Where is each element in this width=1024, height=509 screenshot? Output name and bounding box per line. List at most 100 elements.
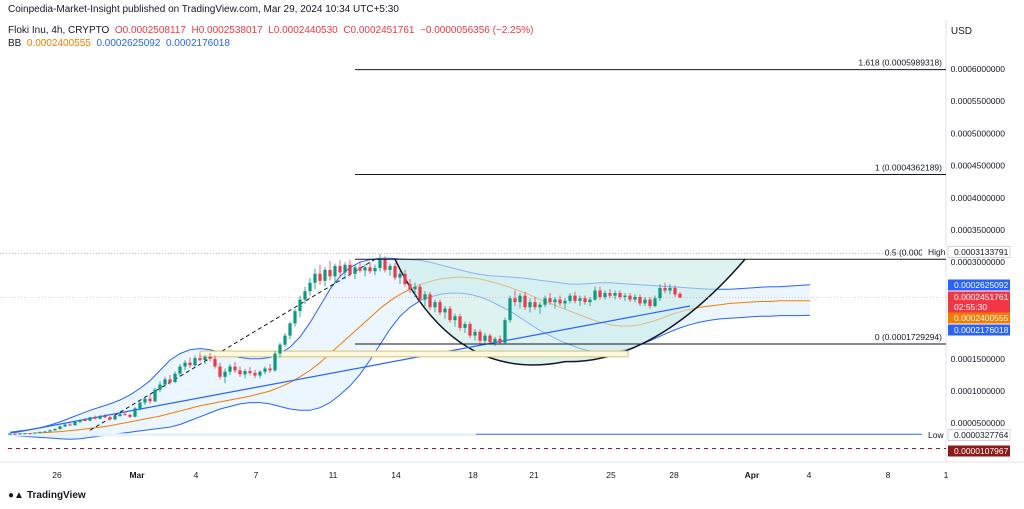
candle-body [123, 414, 127, 416]
candle [313, 268, 317, 290]
price-tag-bg [948, 301, 1010, 313]
candle [168, 374, 172, 385]
candle-body [143, 398, 147, 403]
candle-body [588, 299, 592, 303]
candle [318, 264, 322, 285]
candle [33, 432, 37, 434]
candle [508, 295, 512, 323]
candle-body [548, 298, 552, 303]
candle-body [58, 426, 62, 429]
candle [208, 353, 212, 362]
candle [73, 421, 77, 426]
candle [118, 412, 122, 417]
candle-body [113, 416, 117, 420]
candle-body [13, 433, 17, 435]
candle-body [578, 298, 582, 301]
candle-body [483, 335, 487, 341]
candle-body [198, 358, 202, 361]
candle-body [513, 298, 517, 303]
candle-body [23, 433, 27, 435]
candle [353, 264, 357, 279]
candle-body [473, 331, 477, 336]
candle-body [353, 267, 357, 274]
price-tick-label: 0.0003000000 [951, 257, 1006, 267]
candle-body [418, 286, 422, 300]
candle [253, 369, 257, 379]
candle-body [88, 417, 92, 421]
candle-body [358, 267, 362, 271]
candle [183, 360, 187, 371]
price-tag-label: High [928, 247, 946, 257]
candle [393, 262, 397, 281]
candle-body [278, 344, 282, 354]
candle [23, 432, 27, 435]
candle [593, 286, 597, 301]
candle-body [643, 299, 647, 304]
tradingview-footer[interactable]: ●▲ TradingView [8, 490, 86, 501]
fib-label: 0 (0.0001729294) [875, 332, 942, 342]
symbol-name[interactable]: Floki Inu, 4h, CRYPTO [8, 25, 110, 36]
price-tag-high: High 0.0003133791 [922, 246, 1011, 258]
candle-body [118, 414, 122, 417]
candle [8, 433, 12, 435]
candle-body [173, 373, 177, 382]
currency-label[interactable]: USD [950, 26, 972, 37]
fib-label: 1 (0.0004362189) [875, 162, 942, 172]
candle-body [228, 366, 232, 372]
candle [528, 298, 532, 313]
candle-body [33, 432, 37, 434]
bb-label[interactable]: BB [8, 38, 22, 49]
candle-body [53, 428, 57, 431]
candle-body [603, 293, 607, 297]
candle-body [593, 290, 597, 300]
price-tick-label: 0.0003500000 [951, 225, 1006, 235]
candle-body [633, 296, 637, 300]
candle [163, 376, 167, 388]
candle-body [158, 384, 162, 390]
price-axis[interactable]: 0.0006000000 0.0005500000 0.0005000000 0.00… [951, 64, 1006, 428]
candle [548, 293, 552, 305]
candle-body [478, 331, 482, 341]
time-tick-label: 21 [529, 470, 539, 480]
candle [143, 396, 147, 406]
candle [533, 296, 537, 310]
candle-body [233, 366, 237, 371]
candle-body [503, 320, 507, 343]
time-axis[interactable]: 26 Mar 4 7 11 14 18 21 25 28 Apr 4 8 1 [52, 470, 948, 480]
price-tag-label-bg [922, 429, 946, 441]
candle [178, 363, 182, 377]
candle [373, 264, 377, 276]
bb-legend: BB 0.0002400555 0.0002625092 0.000217601… [8, 38, 230, 49]
price-tag-bg [948, 291, 1010, 303]
candle-body [223, 371, 227, 377]
candle [188, 357, 192, 368]
candle [103, 414, 107, 419]
candle-body [138, 402, 142, 409]
candle-body [163, 379, 167, 385]
candle [643, 296, 647, 306]
demand-zone-box [199, 350, 629, 358]
candle-body [538, 304, 542, 308]
candle [98, 414, 102, 420]
candle-body [343, 264, 347, 273]
candle [418, 284, 422, 303]
candle [478, 329, 482, 344]
candle-body [18, 433, 22, 435]
candle-body [553, 299, 557, 303]
candle [263, 366, 267, 375]
candle-body [208, 356, 212, 359]
price-tag-value: 0.0002400555 [954, 313, 1009, 323]
candle [678, 291, 682, 299]
bb-lower-line [9, 292, 811, 440]
price-tag-bg [947, 429, 1011, 441]
candle-body [393, 266, 397, 278]
price-tag-bg [948, 445, 1010, 457]
candle [83, 418, 87, 422]
candle [343, 262, 347, 279]
candle [368, 262, 372, 274]
candle-body [498, 338, 502, 343]
time-tick-label: 14 [391, 470, 401, 480]
candle-body [463, 324, 467, 328]
candle-body [78, 419, 82, 422]
